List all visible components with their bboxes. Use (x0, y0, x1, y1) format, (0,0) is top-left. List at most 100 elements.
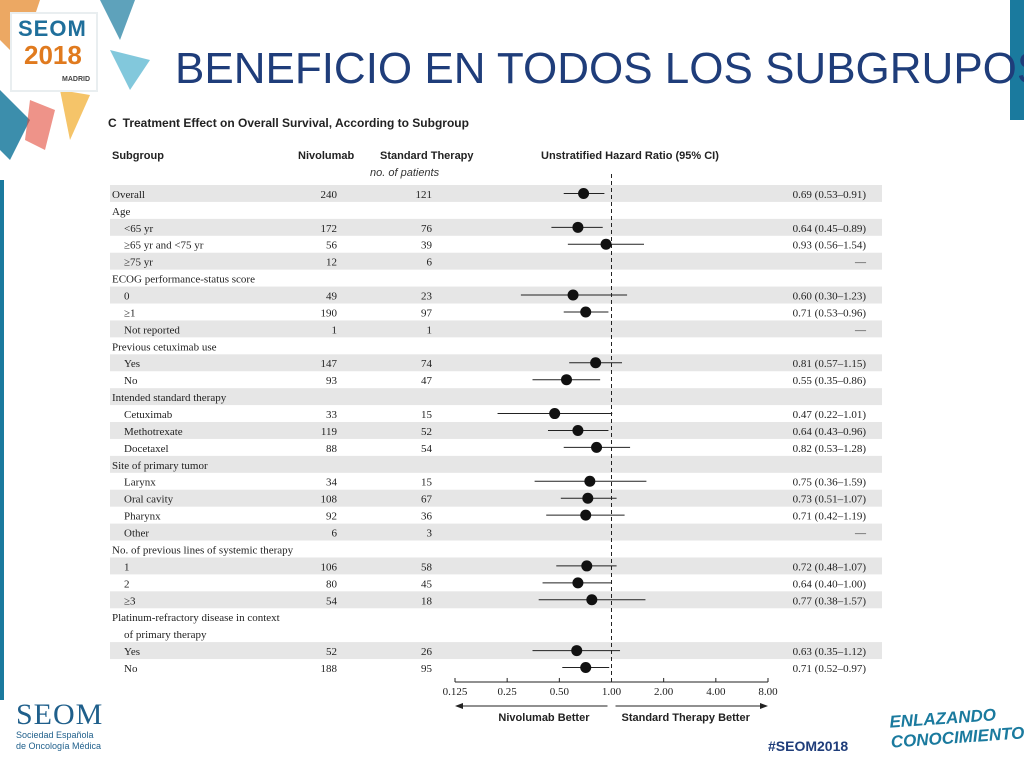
n-standard: 23 (421, 291, 433, 303)
hr-point (571, 645, 583, 657)
x-tick-label: 1.00 (602, 686, 622, 698)
hr-text: — (854, 528, 867, 540)
row-label: Methotrexate (124, 426, 183, 438)
row-label: Other (124, 528, 149, 540)
x-tick-label: 0.125 (443, 686, 468, 698)
favors-nivolumab-label: Nivolumab Better (498, 712, 590, 724)
n-standard: 15 (421, 477, 433, 489)
hashtag: #SEOM2018 (768, 738, 849, 754)
hr-point (591, 441, 603, 453)
x-tick-label: 4.00 (706, 686, 726, 698)
n-nivolumab: 34 (326, 477, 338, 489)
seom-footer-logo: SEOM Sociedad Española de Oncología Médi… (16, 700, 103, 752)
n-nivolumab: 108 (321, 494, 338, 506)
row-label: of primary therapy (124, 629, 207, 641)
logo-text: SEOM (18, 16, 87, 41)
header-standard-therapy: Standard Therapy (380, 150, 474, 162)
hr-text: 0.71 (0.53–0.96) (793, 307, 867, 319)
footer-org-line1: Sociedad Española (16, 730, 94, 740)
n-nivolumab: 33 (326, 409, 338, 421)
row-label: ≥65 yr and <75 yr (124, 240, 204, 252)
n-standard: 95 (421, 663, 433, 675)
arrow-right-head (760, 702, 768, 709)
n-standard: 47 (421, 375, 433, 387)
row-label: Age (112, 206, 130, 218)
n-nivolumab: 240 (321, 189, 338, 201)
hr-text: 0.64 (0.40–1.00) (793, 578, 867, 590)
hr-point (549, 408, 561, 420)
hr-text: — (854, 257, 867, 269)
n-standard: 3 (427, 528, 433, 540)
subheader-no-of-patients: no. of patients (370, 167, 440, 179)
n-nivolumab: 56 (326, 240, 338, 252)
row-label: Not reported (124, 324, 180, 336)
hr-text: 0.64 (0.45–0.89) (793, 223, 867, 235)
n-nivolumab: 80 (326, 578, 338, 590)
hr-point (586, 594, 598, 606)
hr-text: — (854, 324, 867, 336)
row-band (110, 642, 882, 660)
hr-point (561, 374, 573, 386)
hr-point (582, 492, 594, 504)
seom-2018-logo: SEOM 2018 MADRID (10, 12, 98, 92)
n-nivolumab: 88 (326, 443, 338, 455)
hr-text: 0.71 (0.42–1.19) (793, 511, 867, 523)
panel-caption-text: Treatment Effect on Overall Survival, Ac… (122, 116, 469, 130)
row-label: Yes (124, 646, 140, 658)
row-label: No (124, 663, 138, 675)
n-nivolumab: 190 (321, 307, 338, 319)
row-label: ≥1 (124, 307, 136, 319)
row-band (110, 591, 882, 609)
row-label: 1 (124, 561, 130, 573)
row-label: Overall (112, 189, 145, 201)
row-label: Platinum-refractory disease in context (112, 612, 280, 624)
n-standard: 58 (421, 561, 433, 573)
n-nivolumab: 54 (326, 595, 338, 607)
logo-city: MADRID (62, 76, 90, 83)
footer-org-name: SEOM (16, 698, 104, 731)
n-nivolumab: 1 (332, 324, 338, 336)
n-nivolumab: 92 (326, 511, 337, 523)
row-label: Cetuximab (124, 409, 173, 421)
footer-org-line2: de Oncología Médica (16, 741, 102, 751)
n-nivolumab: 49 (326, 291, 338, 303)
hr-point (572, 424, 584, 436)
favors-standard-label: Standard Therapy Better (622, 712, 751, 724)
hr-point (584, 475, 596, 487)
n-standard: 39 (421, 240, 433, 252)
hr-text: 0.75 (0.36–1.59) (793, 477, 867, 489)
panel-letter: C (108, 116, 117, 130)
n-standard: 18 (421, 595, 433, 607)
hr-text: 0.93 (0.56–1.54) (793, 240, 867, 252)
header-nivolumab: Nivolumab (298, 150, 355, 162)
hr-text: 0.73 (0.51–1.07) (793, 494, 867, 506)
row-band (110, 320, 882, 338)
n-standard: 1 (427, 324, 433, 336)
hr-text: 0.60 (0.30–1.23) (793, 291, 867, 303)
hr-point (572, 221, 584, 233)
left-accent-bar (0, 180, 4, 700)
right-accent-bar (1010, 0, 1024, 120)
n-standard: 74 (421, 358, 433, 370)
hr-point (580, 509, 592, 521)
n-nivolumab: 106 (321, 561, 338, 573)
row-band (110, 557, 882, 575)
hr-point (572, 577, 584, 589)
x-tick-label: 0.25 (498, 686, 518, 698)
n-standard: 54 (421, 443, 433, 455)
hr-text: 0.64 (0.43–0.96) (793, 426, 867, 438)
row-label: ≥75 yr (124, 257, 153, 269)
hr-text: 0.69 (0.53–0.91) (793, 189, 867, 201)
hr-point (581, 560, 593, 572)
hr-text: 0.55 (0.35–0.86) (793, 375, 867, 387)
hr-text: 0.77 (0.38–1.57) (793, 595, 867, 607)
row-label: Previous cetuximab use (112, 341, 217, 353)
n-standard: 76 (421, 223, 433, 235)
slide-title: BENEFICIO EN TODOS LOS SUBGRUPOS (175, 44, 1024, 93)
n-standard: 121 (416, 189, 433, 201)
row-band (110, 218, 882, 236)
row-label: Intended standard therapy (112, 392, 227, 404)
row-label: Oral cavity (124, 494, 174, 506)
n-nivolumab: 12 (326, 257, 337, 269)
